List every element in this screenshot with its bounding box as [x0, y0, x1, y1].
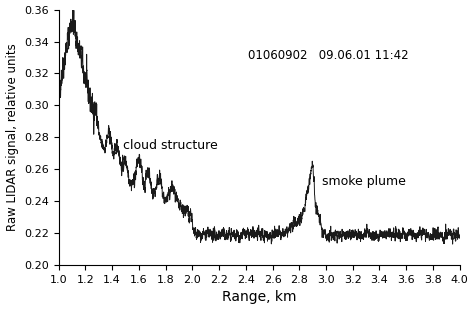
Text: cloud structure: cloud structure — [123, 139, 218, 152]
X-axis label: Range, km: Range, km — [222, 290, 296, 304]
Text: smoke plume: smoke plume — [322, 175, 406, 188]
Text: 01060902   09.06.01 11:42: 01060902 09.06.01 11:42 — [248, 49, 409, 62]
Y-axis label: Raw LIDAR signal, relative units: Raw LIDAR signal, relative units — [6, 43, 18, 231]
